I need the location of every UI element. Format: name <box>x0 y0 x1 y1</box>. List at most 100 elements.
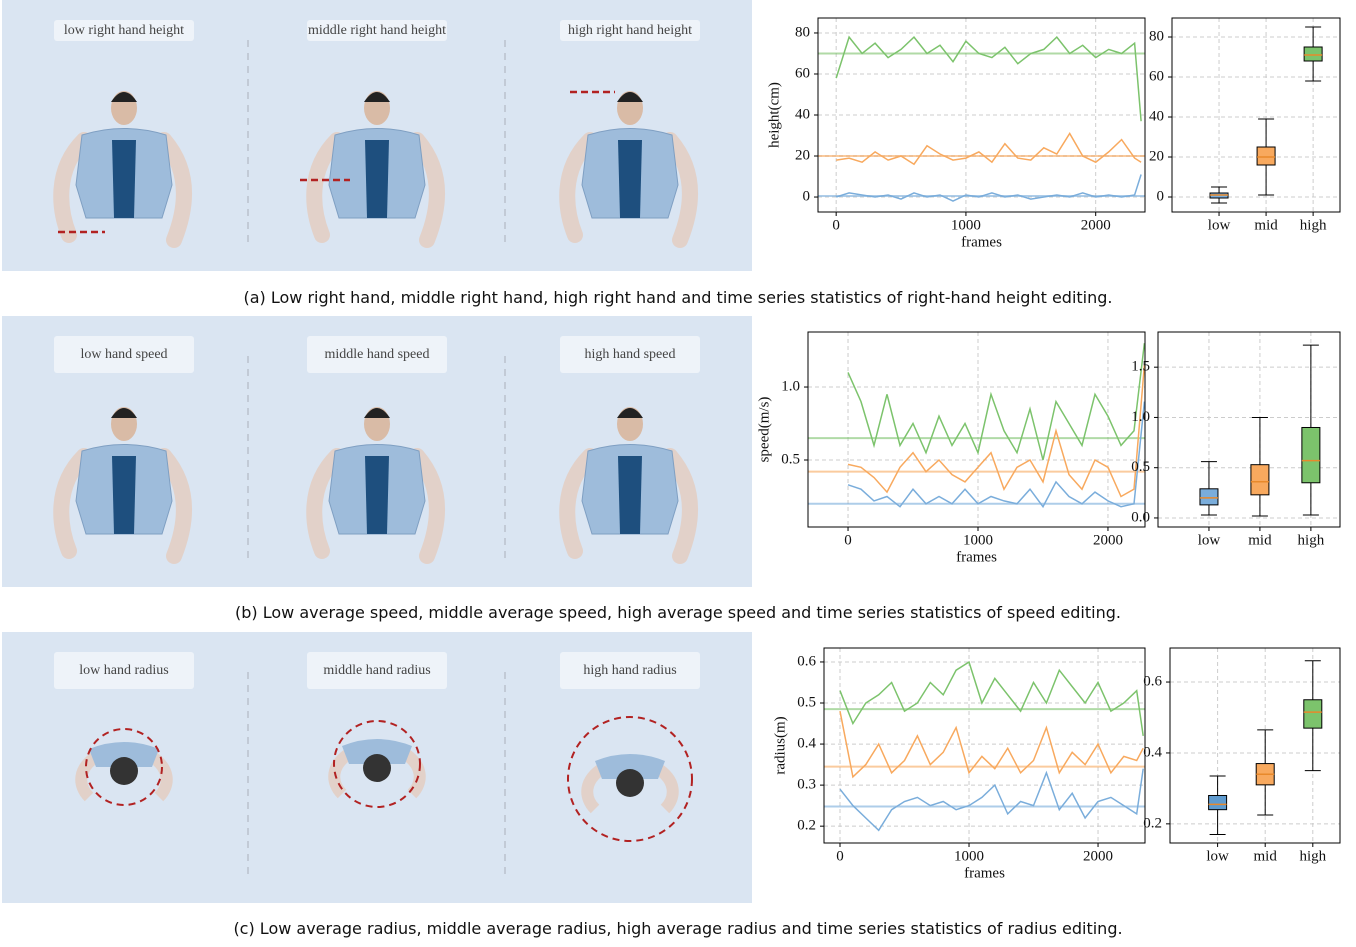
arm <box>53 132 192 248</box>
series-line <box>836 132 1142 166</box>
shoulders <box>342 739 412 764</box>
avatar <box>567 716 693 842</box>
panel-label: low hand radius <box>54 652 194 689</box>
x-tick-label: 2000 <box>1081 217 1111 233</box>
panel-label: middle hand radius <box>307 652 447 689</box>
hair <box>617 92 643 102</box>
shoulders <box>595 754 665 779</box>
x-tick-label: 1000 <box>963 532 993 548</box>
y-tick-label: 0.5 <box>797 694 816 710</box>
hair <box>111 408 137 418</box>
series-line <box>847 401 1146 509</box>
caption: (c) Low average radius, middle average r… <box>233 919 1123 938</box>
hair <box>364 408 390 418</box>
head <box>110 757 138 785</box>
y-tick-label: 0.2 <box>797 818 816 834</box>
y-tick-label: 1.0 <box>781 378 800 394</box>
series-line <box>839 660 1144 737</box>
y-tick-label: 20 <box>795 147 810 163</box>
avatar <box>328 720 426 808</box>
hair <box>111 92 137 102</box>
box <box>1250 464 1270 496</box>
box <box>1301 426 1321 484</box>
y-tick-label: 0.4 <box>797 736 816 752</box>
panel-label: middle hand speed <box>307 336 447 373</box>
y-tick-label: 60 <box>795 65 810 81</box>
y-tick-label: 60 <box>1149 68 1164 84</box>
panel-label: middle right hand height <box>307 20 447 41</box>
plot-frame <box>823 647 1146 844</box>
x-tick-label: mid <box>1254 217 1278 233</box>
y-tick-label: 40 <box>1149 108 1164 124</box>
box <box>1303 46 1323 62</box>
series-line <box>835 35 1142 122</box>
x-tick-label: 0 <box>832 217 840 233</box>
x-tick-label: low <box>1206 848 1229 864</box>
arm <box>306 448 445 564</box>
series-line <box>835 174 1142 202</box>
avatar <box>75 728 173 806</box>
x-tick-label: 2000 <box>1083 848 1113 864</box>
series-line <box>839 768 1144 832</box>
shirt <box>365 140 389 218</box>
x-tick-label: high <box>1300 217 1327 233</box>
x-tick-label: high <box>1298 532 1325 548</box>
shoulders <box>89 742 159 767</box>
head <box>616 769 644 797</box>
y-tick-label: 0.2 <box>1143 815 1162 831</box>
y-tick-label: 0.5 <box>1131 459 1150 475</box>
y-tick-label: 1.5 <box>1131 359 1150 375</box>
series-line <box>839 711 1144 779</box>
plot-frame <box>807 331 1146 528</box>
x-tick-label: 1000 <box>951 217 981 233</box>
shirt <box>618 140 642 218</box>
y-axis-label: speed(m/s) <box>756 397 772 463</box>
box <box>1256 146 1276 166</box>
plot-frame <box>817 17 1146 213</box>
caption: (a) Low right hand, middle right hand, h… <box>243 288 1113 307</box>
y-tick-label: 0.6 <box>797 653 816 669</box>
x-tick-label: low <box>1198 532 1221 548</box>
x-tick-label: low <box>1208 217 1231 233</box>
y-tick-label: 20 <box>1149 148 1164 164</box>
plot-frame <box>1157 331 1341 528</box>
series-line <box>847 343 1146 461</box>
caption: (b) Low average speed, middle average sp… <box>235 603 1121 622</box>
x-axis-label: frames <box>956 549 997 565</box>
y-tick-label: 40 <box>795 106 810 122</box>
x-axis-label: frames <box>964 865 1005 881</box>
radius-circle <box>85 728 163 806</box>
panel-label: high hand radius <box>560 652 700 689</box>
hair <box>617 408 643 418</box>
y-tick-label: 1.0 <box>1131 409 1150 425</box>
shirt <box>618 456 642 534</box>
y-tick-label: 0 <box>1157 188 1165 204</box>
radius-circle <box>333 720 421 808</box>
y-tick-label: 80 <box>795 24 810 40</box>
avatar <box>306 91 445 248</box>
plot-frame <box>1169 647 1341 844</box>
x-tick-label: mid <box>1254 848 1278 864</box>
y-tick-label: 0.4 <box>1143 744 1162 760</box>
box <box>1303 699 1323 729</box>
avatar <box>306 407 445 564</box>
y-tick-label: 0.5 <box>781 451 800 467</box>
y-axis-label: radius(m) <box>772 716 788 774</box>
avatar <box>559 407 698 564</box>
shirt <box>112 140 136 218</box>
shirt <box>365 456 389 534</box>
box <box>1199 488 1219 506</box>
panel-label: high right hand height <box>560 20 700 41</box>
avatar <box>53 407 192 564</box>
avatar <box>53 91 192 248</box>
radius-circle <box>567 716 693 842</box>
series-line <box>847 365 1146 498</box>
box <box>1208 794 1228 811</box>
x-tick-label: high <box>1299 848 1326 864</box>
head <box>363 754 391 782</box>
x-axis-label: frames <box>961 234 1002 250</box>
arm <box>559 448 698 564</box>
hair <box>364 92 390 102</box>
x-tick-label: 0 <box>844 532 852 548</box>
